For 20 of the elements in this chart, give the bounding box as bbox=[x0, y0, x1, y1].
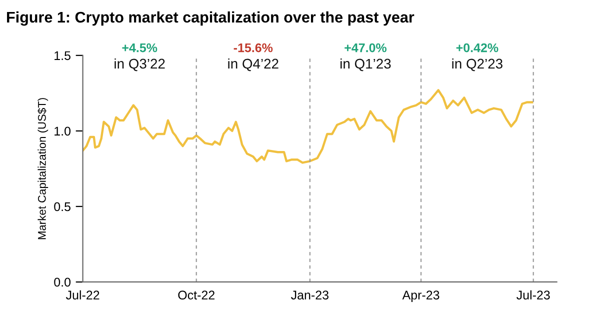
y-axis-title: Market Capitalization (US$T) bbox=[38, 98, 48, 240]
text: +47.0% bbox=[344, 43, 387, 52]
annotation: in Q1’23 bbox=[340, 58, 391, 72]
y-tick-label: 0.0 bbox=[54, 278, 71, 287]
text: +0.42% bbox=[456, 43, 498, 52]
x-tick-label: Jul-22 bbox=[66, 290, 100, 300]
x-tick-label: Jul-23 bbox=[516, 290, 550, 300]
x-tick-label: Oct-22 bbox=[178, 290, 214, 300]
annotation: in Q3’22 bbox=[114, 58, 165, 72]
annotation: in Q2’23 bbox=[452, 58, 502, 72]
text: -15.6% bbox=[234, 43, 273, 52]
y-tick-label: 1.0 bbox=[54, 126, 71, 136]
x-tick-label: Jan-23 bbox=[291, 290, 328, 300]
y-tick-label: 0.5 bbox=[54, 202, 70, 212]
x-tick-label: Apr-23 bbox=[402, 290, 440, 302]
text: +4.5% bbox=[122, 43, 158, 52]
y-tick-label: 1.5 bbox=[54, 51, 70, 60]
annotation: in Q4’22 bbox=[228, 58, 278, 72]
chart-title: Figure 1: Crypto market capitalization over the past year bbox=[7, 11, 414, 26]
line-series bbox=[82, 89, 534, 164]
